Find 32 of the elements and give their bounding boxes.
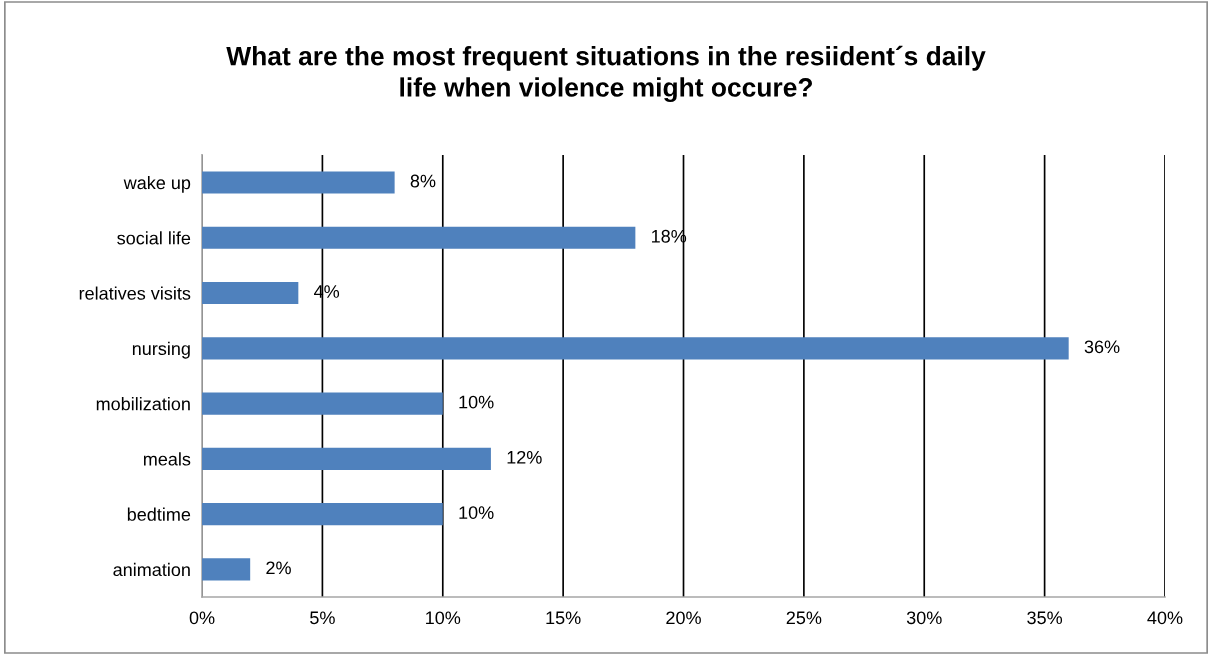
y-tick-label: mobilization: [96, 397, 190, 411]
y-tick-label: meals: [143, 452, 191, 466]
bar: [202, 171, 395, 194]
y-tick-label: nursing: [132, 341, 190, 359]
bar: [202, 392, 443, 415]
x-tick-label: 40%: [1147, 611, 1183, 625]
x-tick-label: 20%: [666, 611, 701, 625]
bar: [202, 337, 1069, 360]
data-label: 36%: [1084, 340, 1120, 354]
y-tick-label: animation: [113, 562, 190, 577]
y-tick-label: bedtime: [127, 507, 191, 521]
x-tick-label: 0%: [189, 611, 215, 625]
y-tick-label: wake up: [123, 176, 191, 193]
data-label: 12%: [507, 450, 542, 464]
x-tick-label: 30%: [906, 611, 942, 625]
x-tick-label: 10%: [426, 611, 461, 625]
x-tick-label: 35%: [1027, 611, 1063, 625]
data-label: 10%: [459, 395, 494, 409]
data-label: 10%: [459, 506, 494, 519]
bar: [202, 558, 251, 581]
x-tick-label: 5%: [310, 611, 335, 625]
x-tick-label: 25%: [786, 611, 822, 625]
y-tick-label: social life: [117, 231, 191, 245]
data-label: 8%: [410, 174, 436, 188]
bar: [202, 447, 491, 470]
bar: [202, 503, 443, 526]
data-label: 2%: [266, 561, 291, 575]
bar: [202, 226, 636, 249]
y-tick-label: relatives visits: [79, 286, 191, 300]
x-tick-label: 15%: [546, 611, 581, 625]
bar: [202, 282, 299, 305]
chart-title: What are the most frequent situations in the resiident´s daily life when violence might occure?: [226, 45, 986, 103]
